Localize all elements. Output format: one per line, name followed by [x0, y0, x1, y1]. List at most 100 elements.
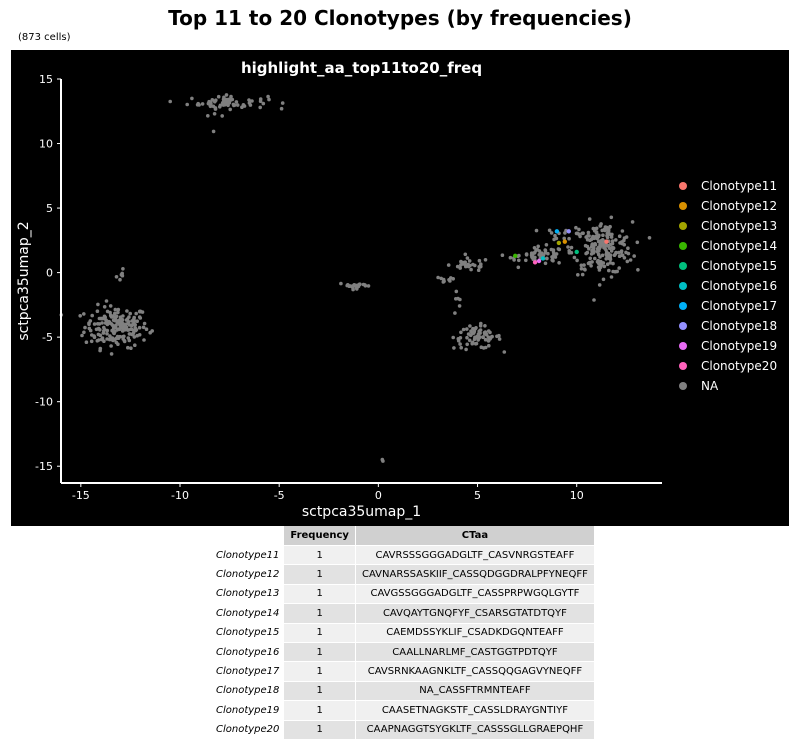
data-point-na [436, 275, 440, 280]
data-point-na [586, 230, 591, 235]
y-axis-label: sctpca35umap_2 [16, 221, 32, 340]
data-point-na [599, 222, 603, 226]
data-point-na [614, 250, 618, 255]
data-point-na [226, 103, 230, 108]
data-point-na [617, 266, 621, 270]
data-point-na [107, 319, 111, 324]
data-point-na [547, 228, 552, 233]
data-point-na [551, 258, 555, 263]
data-point-na [446, 263, 451, 267]
legend-marker-na [679, 382, 687, 390]
ctaa-cell: CAASETNAGKSTF_CASSLDRAYGNTIYF [355, 701, 595, 721]
data-point-na [100, 321, 104, 325]
cell-count-subtitle: (873 cells) [18, 32, 71, 43]
ctaa-cell: CAAPNAGGTSYGKLTF_CASSSGLLGRAEPQHF [355, 720, 595, 740]
data-point-na [105, 328, 110, 333]
row-name-cell: Clonotype19 [210, 701, 285, 721]
data-point-na [102, 329, 106, 333]
data-point-na [196, 101, 200, 106]
data-point-na [524, 258, 528, 263]
data-point-na [220, 114, 224, 118]
data-point-na [132, 328, 136, 333]
data-point-na [118, 315, 123, 320]
data-point-clonotype13 [556, 240, 562, 246]
legend-marker-clonotype18 [679, 322, 687, 330]
data-point-na [134, 311, 138, 316]
legend-label-clonotype12: Clonotype12 [701, 199, 777, 213]
x-tick-label: -5 [274, 489, 285, 502]
data-point-na [554, 236, 559, 241]
data-point-na [585, 250, 590, 255]
table-header-row: Frequency CTaa [210, 526, 595, 546]
data-point-na [121, 325, 126, 330]
data-point-na [609, 275, 614, 279]
data-point-na [84, 340, 89, 345]
data-point-na [611, 269, 615, 274]
data-point-na [611, 246, 616, 250]
data-point-na [122, 334, 126, 339]
data-point-na [502, 350, 507, 354]
data-point-na [605, 262, 610, 266]
data-point-na [619, 249, 624, 253]
legend-label-clonotype19: Clonotype19 [701, 339, 777, 353]
data-point-na [576, 273, 580, 277]
data-point-na [592, 298, 596, 302]
data-point-na [102, 325, 106, 330]
page-title: Top 11 to 20 Clonotypes (by frequencies) [168, 6, 632, 30]
data-point-na [483, 258, 488, 262]
data-point-na [113, 307, 118, 312]
y-tick-label: 5 [46, 202, 53, 215]
data-point-na [553, 233, 557, 238]
data-point-na [98, 316, 103, 321]
table-row: Clonotype19 1 CAASETNAGKSTF_CASSLDRAYGNTIY… [210, 701, 595, 721]
legend-marker-clonotype14 [679, 242, 687, 250]
data-point-na [594, 226, 599, 231]
data-point-na [100, 337, 104, 342]
frequency-cell: 1 [284, 623, 356, 643]
data-point-na [212, 112, 217, 116]
x-tick-label: -15 [72, 489, 90, 502]
row-name-cell: Clonotype16 [210, 642, 285, 663]
data-point-na [594, 230, 599, 235]
data-point-clonotype16 [540, 256, 546, 261]
data-point-na [609, 249, 614, 253]
data-point-na [141, 325, 146, 330]
data-point-na [625, 259, 630, 264]
data-point-na [481, 335, 485, 340]
data-point-na [82, 330, 86, 335]
data-point-na [592, 248, 596, 253]
data-point-na [582, 267, 587, 271]
ctaa-cell: CAVNARSSASKIIF_CASSQDGGDRALPFYNEQFF [355, 565, 595, 585]
data-point-na [102, 305, 107, 309]
data-point-na [126, 328, 130, 332]
data-point-na [150, 329, 154, 333]
data-point-na [454, 289, 459, 294]
data-point-na [569, 245, 574, 250]
data-point-na [380, 457, 385, 462]
umap-scatter-plot: -15 -10 -5 0 5 10 15 10 5 0 -5 -10 -15 highlight_aa_t… [16, 59, 777, 520]
data-point-na [97, 338, 101, 342]
row-name-cell: Clonotype12 [210, 565, 285, 585]
data-point-na [127, 323, 132, 327]
data-point-na [459, 330, 463, 335]
data-point-na [116, 342, 120, 347]
data-point-na [137, 315, 142, 319]
data-point-na [116, 310, 120, 315]
data-point-na [592, 236, 596, 240]
legend-marker-clonotype11 [679, 182, 687, 190]
legend-marker-clonotype17 [679, 302, 687, 310]
data-point-na [476, 268, 481, 272]
frequency-cell: 1 [284, 565, 356, 585]
data-point-na [597, 268, 602, 272]
data-point-na [456, 296, 460, 301]
highlight-layer [513, 229, 609, 265]
ctaa-cell: CAALLNARLMF_CASTGGTPDTQYF [355, 642, 595, 663]
data-point-na [121, 267, 125, 271]
data-point-na [463, 252, 468, 257]
data-point-na [579, 266, 584, 271]
axes-layer: -15 -10 -5 0 5 10 15 10 5 0 -5 -10 -15 highlight_aa_t… [16, 59, 662, 520]
points-layer [59, 93, 652, 463]
legend-label-clonotype18: Clonotype18 [701, 319, 777, 333]
data-point-na [484, 333, 489, 337]
data-point-na [115, 334, 120, 339]
